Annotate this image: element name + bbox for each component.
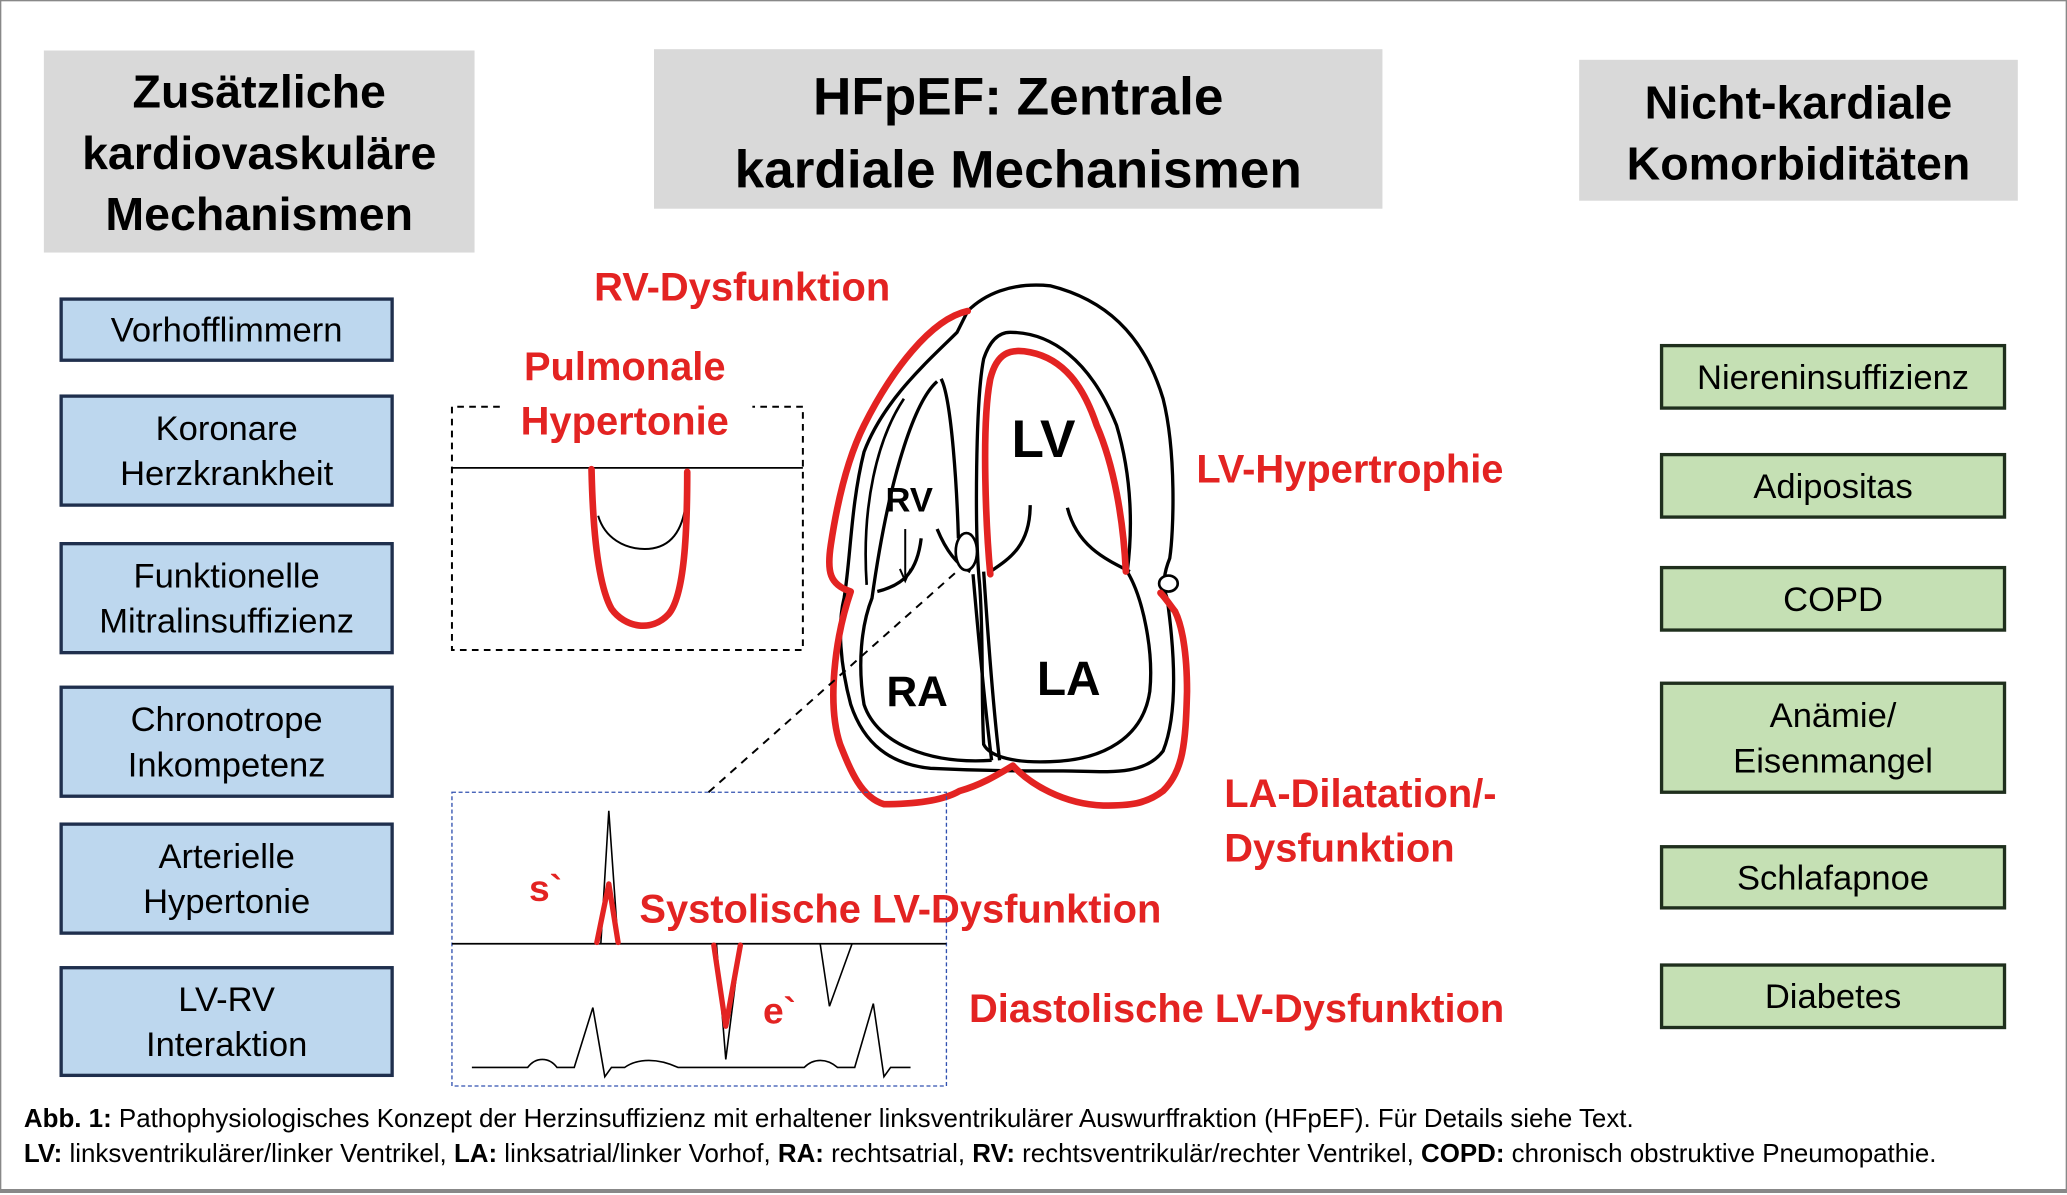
label-diastolische: Diastolische LV-Dysfunktion [969, 987, 1504, 1031]
comorbidity-box: Adipositas [1659, 452, 2007, 519]
header-right: Nicht-kardiale Komorbiditäten [1579, 59, 2018, 201]
label-pulmonale: Pulmonale [524, 345, 726, 389]
heart-label-lv: LV [1011, 410, 1076, 469]
caption-line-1: Abb. 1: Pathophysiologisches Konzept der… [24, 1105, 1634, 1133]
box-label: Diabetes [1765, 978, 1901, 1016]
label-la-dysfunktion: Dysfunktion [1224, 826, 1454, 870]
box-label: Anämie/ [1770, 697, 1897, 735]
header-left: Zusätzliche kardiovaskuläre Mechanismen [43, 50, 475, 253]
heart-label-ra: RA [886, 668, 947, 716]
box-label: Koronare [156, 410, 298, 448]
comorbidity-box: COPD [1659, 565, 2007, 632]
box-label: Chronotrope [131, 701, 323, 739]
mechanism-box: Funktionelle Mitralinsuffizienz [59, 542, 394, 655]
box-label: Funktionelle [134, 558, 320, 596]
header-line: Komorbiditäten [1627, 137, 1971, 189]
box-label: Mitralinsuffizienz [99, 603, 354, 641]
heart-label-la: LA [1037, 653, 1101, 706]
label-lv-hypertrophie: LV-Hypertrophie [1196, 448, 1503, 492]
header-line: Mechanismen [105, 188, 413, 240]
box-label: Schlafapnoe [1737, 859, 1929, 897]
label-systolische: Systolische LV-Dysfunktion [639, 888, 1161, 932]
label-rv-dysfunktion: RV-Dysfunktion [594, 265, 890, 309]
box-label: COPD [1783, 581, 1883, 619]
caption-line-2: LV: linksventrikulärer/linker Ventrikel,… [24, 1140, 1937, 1168]
box-label: Inkompetenz [128, 746, 326, 784]
label-hypertonie: Hypertonie [521, 400, 729, 444]
mechanism-box: Arterielle Hypertonie [59, 822, 394, 935]
box-label: Eisenmangel [1733, 742, 1933, 780]
comorbidity-box: Niereninsuffizienz [1659, 343, 2007, 410]
comorbidity-box: Anämie/Eisenmangel [1659, 681, 2007, 794]
box-label: Arterielle [158, 838, 294, 876]
mechanism-box: Koronare Herzkrankheit [59, 394, 394, 507]
mechanism-box: Vorhofflimmern [59, 297, 394, 362]
heart-four-chamber: LV RV RA LA [825, 283, 1191, 809]
header-line: HFpEF: Zentrale [813, 67, 1224, 126]
header-center: HFpEF: Zentrale kardiale Mechanismen [653, 49, 1383, 209]
box-label: Herzkrankheit [120, 455, 334, 493]
box-label: Niereninsuffizienz [1697, 359, 1969, 397]
header-line: kardiovaskuläre [82, 127, 436, 179]
mechanism-box: LV-RV Interaktion [59, 966, 394, 1078]
header-line: kardiale Mechanismen [735, 140, 1302, 199]
box-label: Hypertonie [143, 883, 310, 921]
label-s-prime: s` [529, 867, 562, 909]
doppler-inset [451, 568, 961, 1087]
header-line: Nicht-kardiale [1645, 76, 1953, 128]
box-label: Adipositas [1753, 468, 1912, 506]
header-line: Zusätzliche [133, 66, 386, 118]
box-label: Vorhofflimmern [111, 312, 343, 350]
comorbidity-boxes: Niereninsuffizienz Adipositas COPD Anämie/E… [1659, 343, 2007, 1030]
comorbidity-box: Schlafapnoe [1659, 845, 2007, 910]
label-la-dilatation: LA-Dilatation/- [1224, 772, 1496, 816]
label-e-prime: e` [763, 990, 796, 1032]
left-mechanism-boxes: Vorhofflimmern Koronare Herzkrankheit Funkt… [59, 297, 394, 1078]
box-label: LV-RV [178, 981, 275, 1019]
heart-label-rv: RV [886, 482, 933, 520]
comorbidity-box: Diabetes [1659, 963, 2007, 1030]
mechanism-box: Chronotrope Inkompetenz [59, 685, 394, 798]
box-label: Interaktion [146, 1026, 307, 1064]
